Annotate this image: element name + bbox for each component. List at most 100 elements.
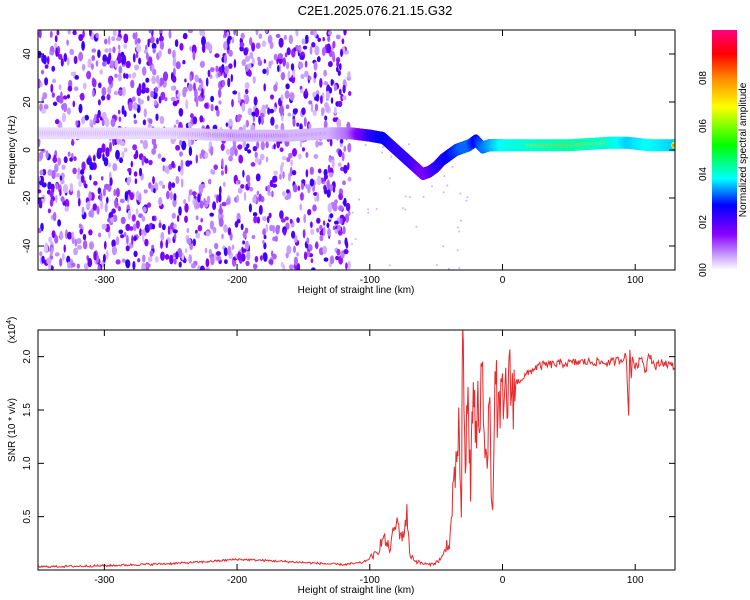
heatmap-cell [141, 82, 146, 91]
heatmap-cell [244, 227, 249, 234]
heatmap-cell [118, 30, 121, 34]
heatmap-cell [231, 36, 235, 44]
heatmap-cell [206, 195, 211, 205]
heatmap-cell [131, 73, 136, 79]
heatmap-cell [328, 30, 332, 36]
x-tick-label: 100 [627, 275, 644, 286]
heatmap-cell [183, 199, 187, 205]
heatmap-cell [97, 49, 101, 58]
heatmap-cell [151, 148, 157, 155]
heatmap-cell [112, 46, 116, 54]
heatmap-cell [50, 246, 54, 257]
heatmap-cell [114, 198, 118, 208]
heatmap-cell [310, 228, 315, 235]
heatmap-cell [153, 143, 158, 150]
heatmap-cell [150, 36, 155, 44]
heatmap-cell [326, 222, 330, 228]
heatmap-cell [105, 147, 110, 158]
heatmap-cell [52, 211, 57, 222]
heatmap-cell [335, 34, 341, 40]
heatmap-cell [339, 63, 342, 71]
heatmap-cell [184, 203, 189, 213]
heatmap-cell [284, 195, 290, 200]
heatmap-cell [134, 178, 138, 185]
heatmap-cell [236, 219, 241, 224]
heatmap-cell [466, 196, 469, 199]
heatmap-cell [243, 94, 247, 100]
heatmap-cell [195, 154, 198, 164]
heatmap-cell [367, 211, 370, 214]
heatmap-cell [69, 48, 75, 56]
heatmap-cell [201, 44, 206, 53]
heatmap-cell [139, 228, 142, 237]
heatmap-cell [331, 51, 335, 60]
heatmap-cell [390, 155, 393, 158]
y-tick-label: 1.5 [22, 403, 33, 417]
heatmap-cell [271, 250, 274, 257]
colorbar-ticks: 0.0 0.2 0.4 0.6 0.8 [698, 71, 709, 277]
heatmap-cell [305, 37, 309, 43]
heatmap-cell [180, 159, 184, 170]
heatmap-cell [308, 123, 312, 129]
heatmap-cell [54, 252, 60, 257]
heatmap-cell [170, 85, 175, 91]
heatmap-cell [127, 168, 132, 172]
heatmap-cell [39, 151, 44, 160]
heatmap-cell [168, 30, 172, 39]
heatmap-cell [256, 216, 261, 224]
heatmap-cell [262, 68, 267, 75]
heatmap-cell [263, 242, 267, 250]
heatmap-cell [42, 92, 48, 100]
heatmap-cell [92, 203, 98, 211]
heatmap-cell [179, 43, 184, 51]
heatmap-cell [125, 60, 131, 69]
heatmap-cell [323, 81, 329, 86]
heatmap-cell [176, 215, 180, 222]
heatmap-cell [460, 219, 462, 222]
heatmap-cell [451, 165, 454, 168]
heatmap-cell [82, 30, 85, 38]
heatmap-cell [212, 226, 217, 234]
heatmap-cell [252, 196, 257, 204]
heatmap-cell [245, 119, 249, 128]
heatmap-cell [138, 213, 143, 219]
heatmap-cell [274, 235, 278, 242]
heatmap-cell [136, 86, 142, 97]
heatmap-cell [314, 103, 319, 112]
spectrogram-x-label: Height of straight line (km) [298, 285, 415, 296]
heatmap-cell [195, 232, 201, 239]
x-tick-label: -300 [94, 575, 114, 586]
heatmap-cell [223, 54, 228, 64]
heatmap-cell [74, 75, 80, 80]
heatmap-cell [143, 189, 148, 194]
heatmap-cell [231, 244, 235, 251]
heatmap-cell [271, 190, 274, 198]
heatmap-cell [326, 179, 330, 190]
heatmap-cell [158, 180, 164, 186]
heatmap-cell [323, 120, 328, 129]
heatmap-cell [343, 249, 349, 255]
heatmap-cell [333, 84, 338, 92]
heatmap-cell [191, 263, 196, 269]
heatmap-cell [221, 158, 224, 168]
heatmap-cell [265, 223, 269, 233]
heatmap-cell [287, 112, 292, 117]
heatmap-cell [340, 48, 343, 58]
heatmap-cell [311, 42, 316, 48]
heatmap-cell [108, 162, 111, 168]
heatmap-cell [215, 65, 219, 73]
heatmap-cell [153, 100, 158, 106]
heatmap-cell [270, 116, 275, 126]
heatmap-cell [173, 67, 176, 77]
heatmap-cell [84, 114, 89, 121]
heatmap-cell [228, 118, 233, 127]
heatmap-cell [347, 142, 352, 153]
heatmap-cell [73, 156, 77, 162]
heatmap-cell [343, 164, 348, 174]
heatmap-cell [114, 73, 118, 78]
heatmap-cell [188, 254, 193, 264]
heatmap-cell [258, 115, 261, 125]
heatmap-cell [299, 123, 303, 131]
heatmap-cell [167, 225, 171, 235]
